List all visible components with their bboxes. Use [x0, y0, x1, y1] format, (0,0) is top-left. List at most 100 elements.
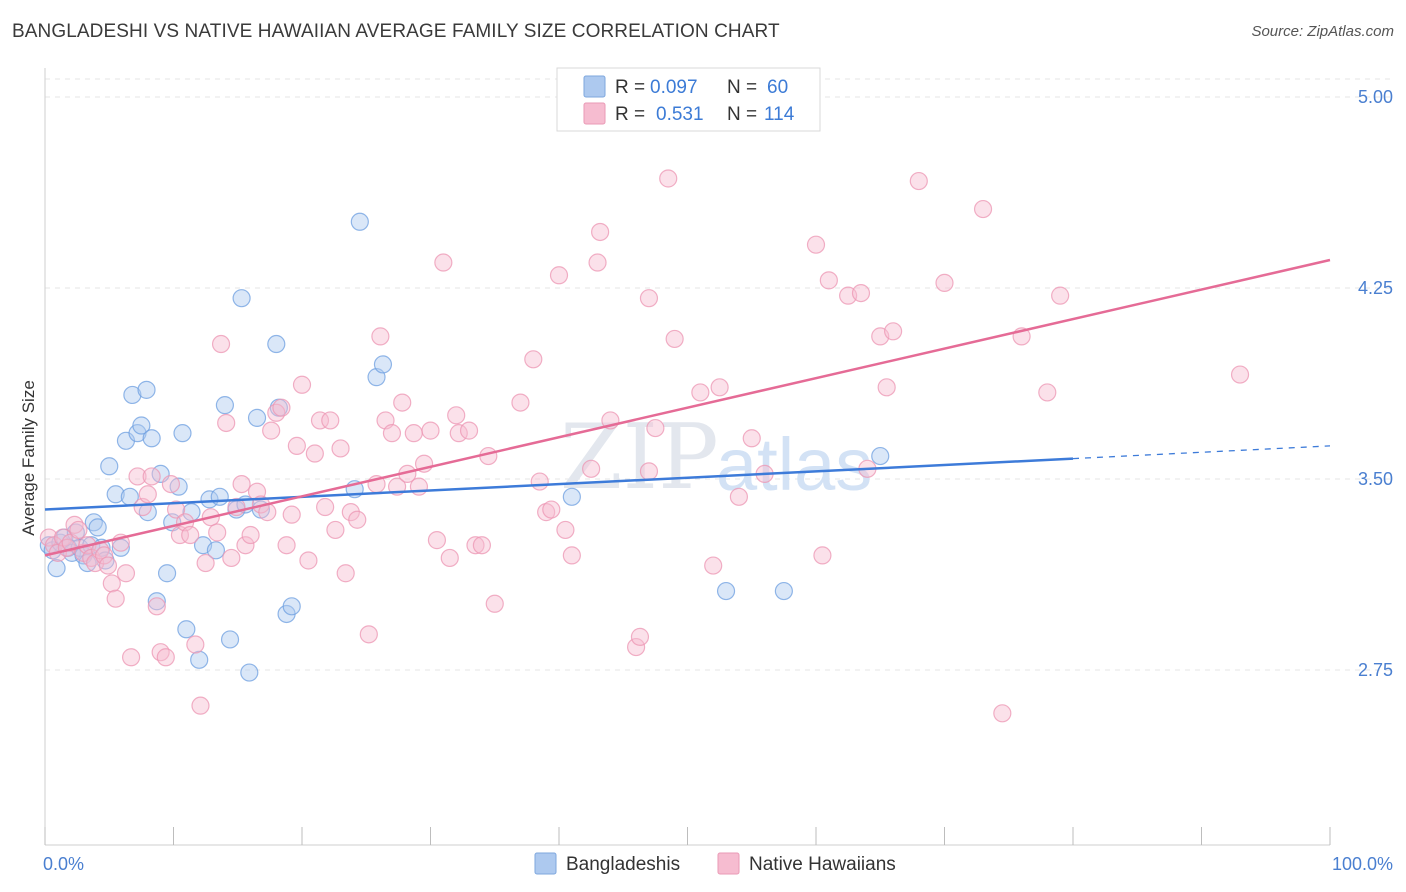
native-hawaiian-point	[742, 429, 761, 448]
native-hawaiian-point	[102, 574, 121, 593]
bangladeshi-point	[147, 592, 166, 611]
native-hawaiian-point	[331, 439, 350, 458]
series-legend: Bangladeshis Native Hawaiians	[534, 852, 896, 875]
native-hawaiian-point	[409, 477, 429, 496]
grid-layer: 5.00 4.25 3.50 2.75	[45, 78, 1393, 680]
native-hawaiian-point	[106, 589, 125, 608]
bangladeshi-point	[177, 620, 196, 639]
native-hawaiian-point	[729, 487, 749, 506]
native-hawaiian-point	[299, 551, 318, 570]
native-hawaiian-point	[305, 444, 324, 463]
native-hawaiian-point	[710, 378, 729, 397]
bangladeshi-point	[173, 424, 192, 443]
y-tick-label: 2.75	[1358, 660, 1393, 680]
native-hawaiian-point	[1038, 383, 1057, 402]
bangladeshi-point	[774, 581, 793, 601]
native-hawaiian-point	[877, 378, 896, 397]
bangladeshi-point	[137, 380, 156, 399]
native-hawaiian-point	[630, 627, 650, 646]
native-hawaiians-points	[39, 103, 1250, 723]
bangladeshi-point	[111, 538, 130, 557]
native-hawaiian-point	[819, 271, 838, 290]
native-hawaiian-point	[440, 548, 459, 568]
native-hawaiian-point	[691, 383, 710, 402]
native-hawaiian-point	[935, 273, 954, 293]
native-hawaiian-point	[128, 467, 147, 486]
native-hawaiian-point	[359, 625, 378, 644]
native-hawaiian-point	[116, 564, 136, 583]
native-hawaiian-point	[147, 597, 166, 616]
native-hawaiian-point	[1051, 286, 1070, 305]
native-hawaiian-point	[588, 253, 607, 272]
native-hawaiian-point	[542, 500, 561, 519]
native-hawaiian-point	[310, 411, 330, 430]
legend-label-bangladeshis: Bangladeshis	[566, 854, 680, 875]
bangladeshi-point	[716, 581, 736, 601]
native-hawaiian-point	[434, 253, 453, 272]
watermark-zip: ZIP	[560, 405, 719, 510]
native-hawaiian-point	[181, 525, 200, 545]
native-hawaiian-point	[186, 635, 205, 654]
bangladeshi-point	[232, 289, 251, 308]
native-hawaiian-point	[316, 497, 335, 517]
native-hawaiian-point	[556, 520, 575, 540]
native-hawaiian-point	[287, 436, 306, 455]
native-hawaiian-point	[591, 222, 610, 242]
legend-swatch-bangladeshis	[534, 852, 557, 875]
native-hawaiian-point	[393, 393, 412, 412]
stats-legend-swatch-pink	[583, 102, 606, 125]
bangladeshi-point	[206, 541, 226, 560]
native-hawaiian-point	[277, 536, 296, 555]
native-hawaiian-point	[191, 696, 210, 715]
bangladeshi-point	[871, 446, 890, 466]
native-hawaiian-point	[161, 474, 181, 494]
native-hawaiian-point	[138, 485, 157, 504]
native-hawaiian-point	[336, 564, 355, 583]
watermark: ZIP atlas	[560, 405, 872, 510]
chart-title: BANGLADESHI VS NATIVE HAWAIIAN AVERAGE F…	[12, 21, 780, 42]
bangladeshis-trend-extension	[1072, 445, 1331, 460]
native-hawaiian-point	[421, 421, 440, 440]
native-hawaiian-point	[166, 500, 186, 519]
y-tick-label: 3.50	[1358, 469, 1393, 489]
bangladeshi-point	[190, 650, 209, 669]
watermark-atlas: atlas	[716, 423, 872, 506]
bangladeshi-point	[562, 487, 581, 506]
bangladeshi-point	[220, 630, 240, 649]
native-hawaiian-point	[530, 472, 549, 491]
native-hawaiian-point	[511, 393, 530, 412]
bangladeshi-point	[282, 597, 301, 616]
native-hawaiian-point	[659, 169, 678, 188]
stats-n-label-blue: N =	[727, 77, 757, 98]
native-hawaiian-point	[282, 505, 301, 524]
native-hawaiian-point	[909, 171, 928, 191]
native-hawaiian-point	[466, 536, 485, 555]
native-hawaiian-point	[232, 474, 251, 494]
bangladeshi-point	[373, 355, 393, 374]
native-hawaiian-point	[626, 637, 646, 657]
native-hawaiian-point	[95, 546, 114, 565]
native-hawaiian-point	[404, 424, 423, 443]
native-hawaiian-point	[459, 421, 479, 440]
native-hawaiian-point	[639, 289, 659, 308]
native-hawaiian-point	[646, 418, 665, 438]
native-hawaiian-point	[993, 704, 1012, 723]
stats-n-label-pink: N =	[727, 104, 757, 125]
y-axis-title: Average Family Size	[19, 380, 38, 536]
bangladeshi-point	[350, 212, 369, 231]
bangladeshi-point	[132, 416, 151, 435]
native-hawaiian-point	[883, 322, 903, 341]
native-hawaiian-point	[851, 283, 871, 303]
legend-label-native-hawaiians: Native Hawaiians	[749, 854, 896, 875]
native-hawaiian-point	[348, 510, 367, 529]
bangladeshi-point	[215, 396, 234, 415]
stats-legend-swatch-blue	[583, 75, 606, 98]
stats-legend: R = 0.097 N = 60 R = 0.531 N = 114	[556, 67, 821, 132]
bangladeshi-point	[157, 564, 177, 583]
native-hawaiian-point	[142, 467, 161, 486]
native-hawaiians-trend-line	[44, 258, 1331, 557]
bangladeshi-point	[106, 485, 125, 504]
bangladeshi-point	[247, 408, 267, 427]
native-hawaiian-point	[211, 334, 231, 354]
